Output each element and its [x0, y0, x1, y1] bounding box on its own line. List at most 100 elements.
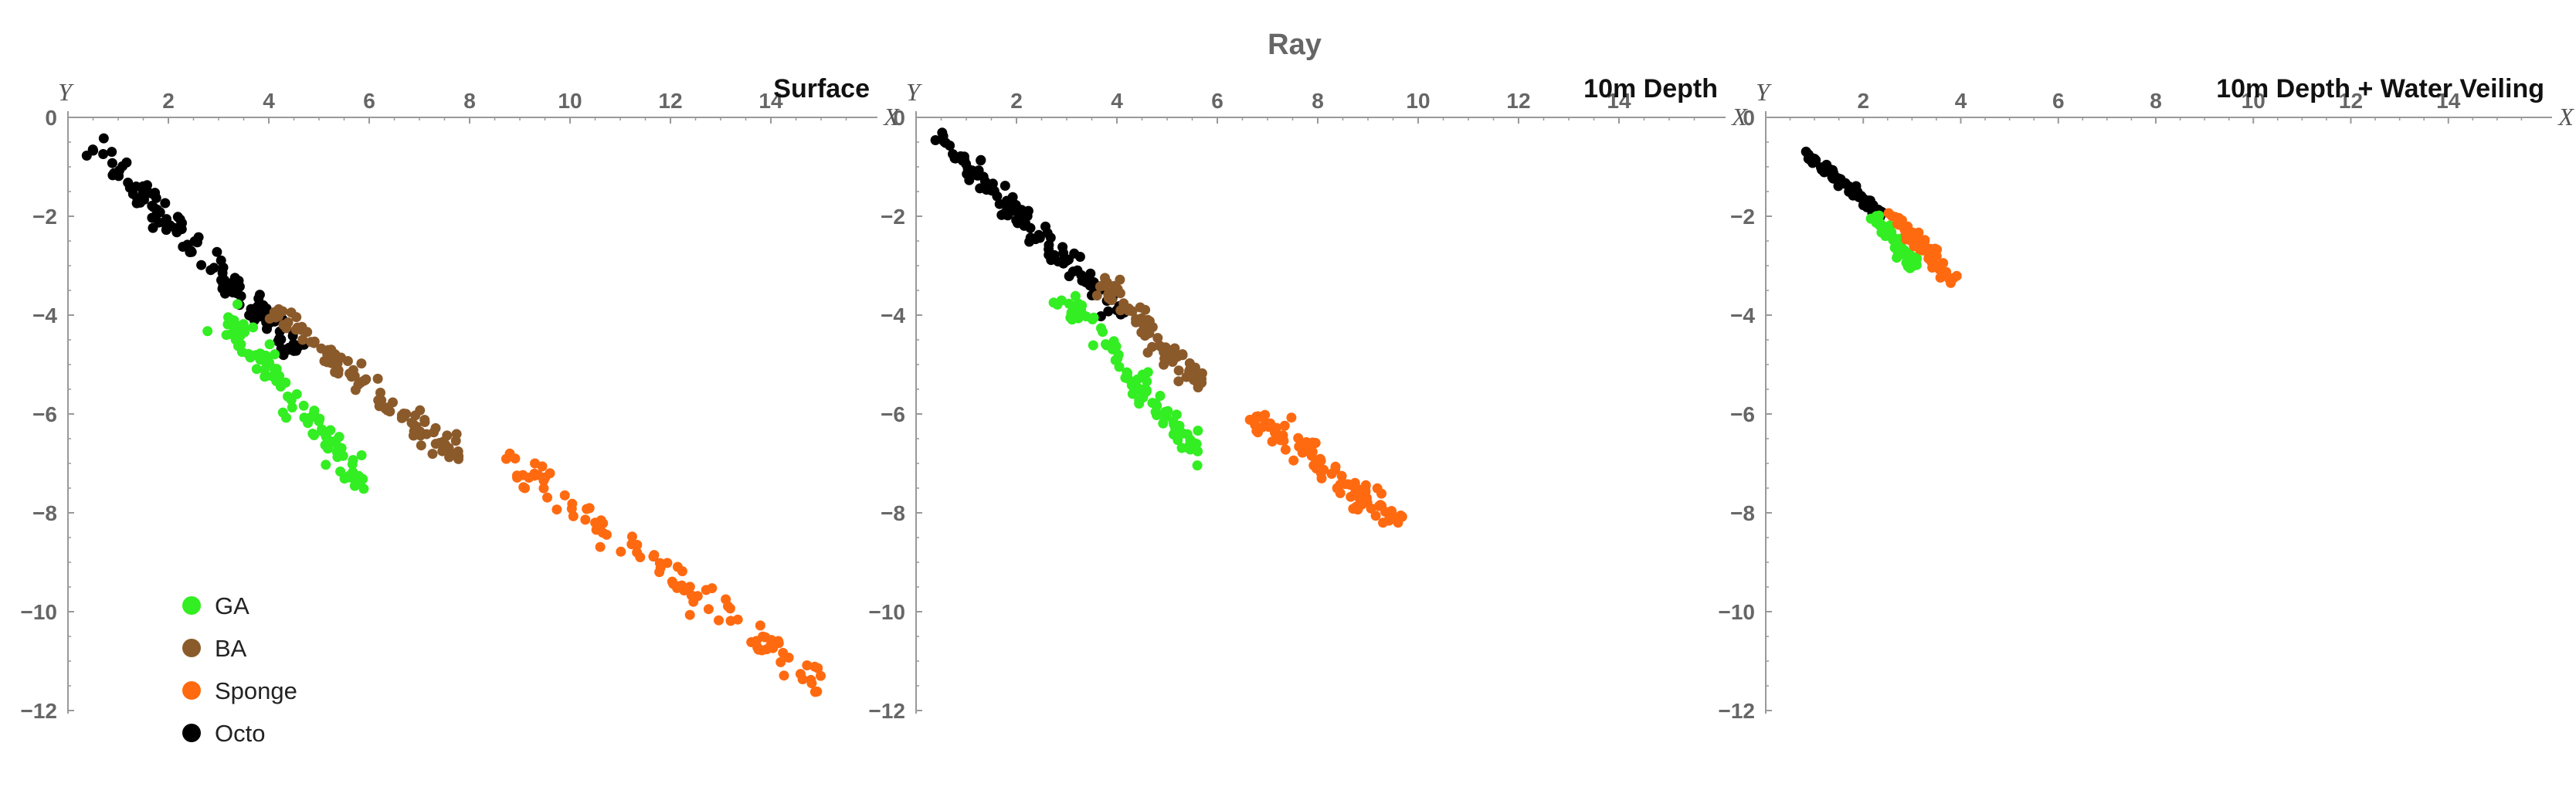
scatter-point: [1196, 368, 1207, 378]
x-tick-label: 12: [2339, 89, 2363, 113]
y-axis-label: Y: [1756, 78, 1772, 106]
scatter-point: [1141, 386, 1152, 397]
scatter-point: [1855, 191, 1865, 202]
scatter-point: [1829, 171, 1840, 181]
scatter-point: [338, 450, 348, 461]
scatter-point: [322, 349, 333, 360]
scatter-point: [150, 188, 161, 198]
scatter-point: [350, 385, 361, 395]
scatter-point: [595, 541, 606, 552]
scatter-point: [1177, 350, 1188, 361]
scatter-point: [1192, 460, 1203, 471]
scatter-point: [1155, 391, 1166, 401]
scatter-point: [1152, 410, 1162, 420]
scatter-point: [1900, 229, 1911, 240]
scatter-point: [186, 246, 197, 257]
scatter-point: [501, 453, 511, 464]
scatter-point: [1315, 453, 1325, 464]
series-sponge: [501, 448, 826, 697]
x-tick-label: 4: [263, 89, 275, 113]
scatter-point: [416, 440, 426, 451]
y-tick-label: −2: [32, 205, 57, 229]
scatter-point: [415, 405, 426, 416]
scatter-point: [307, 429, 318, 439]
scatter-point: [274, 333, 285, 344]
scatter-point: [1315, 468, 1326, 479]
scatter-point: [322, 443, 333, 454]
series-ga: [1865, 210, 1923, 273]
scatter-point: [453, 451, 464, 462]
scatter-point: [510, 453, 521, 464]
scatter-point: [1288, 455, 1299, 466]
scatter-point: [1158, 418, 1169, 429]
scatter-point: [264, 339, 275, 350]
scatter-point: [766, 635, 777, 646]
scatter-point: [1058, 248, 1069, 259]
scatter-point: [132, 193, 143, 204]
legend: GA BA Sponge Octo: [182, 592, 297, 747]
scatter-point: [1951, 270, 1962, 281]
x-tick-label: 2: [1857, 89, 1869, 113]
scatter-point: [813, 663, 823, 673]
scatter-point: [245, 349, 255, 360]
scatter-point: [1173, 365, 1184, 376]
scatter-point: [281, 323, 292, 334]
scatter-point: [375, 388, 385, 398]
scatter-point: [323, 435, 334, 446]
scatter-point: [107, 147, 117, 158]
scatter-point: [1378, 517, 1388, 528]
scatter-point: [297, 321, 307, 332]
scatter-point: [317, 426, 328, 436]
scatter-point: [1123, 373, 1134, 384]
legend-label: Octo: [215, 720, 265, 747]
y-tick-label: −4: [32, 304, 57, 327]
scatter-point: [1191, 439, 1202, 449]
legend-item-octo: Octo: [182, 720, 265, 747]
panel-title: 10m Depth: [1583, 74, 1718, 103]
scatter-point: [626, 531, 637, 542]
y-tick-label: −6: [1730, 402, 1755, 426]
x-tick-label: 6: [2052, 89, 2065, 113]
scatter-point: [746, 637, 757, 647]
scatter-point: [1069, 248, 1080, 259]
scatter-point: [358, 483, 369, 494]
scatter-point: [131, 181, 141, 192]
scatter-point: [755, 620, 765, 631]
scatter-point: [1127, 388, 1138, 399]
scatter-point: [81, 151, 92, 161]
scatter-point: [1868, 200, 1879, 211]
scatter-point: [408, 430, 419, 441]
legend-item-sponge: Sponge: [182, 677, 297, 704]
scatter-point: [1807, 154, 1818, 165]
y-tick-label: −6: [32, 402, 57, 426]
scatter-point: [1946, 277, 1956, 288]
x-axis-label: X: [1730, 103, 1748, 131]
scatter-point: [196, 260, 207, 270]
scatter-point: [992, 191, 1003, 202]
scatter-point: [1376, 488, 1386, 499]
scatter-point: [1142, 348, 1153, 358]
scatter-point: [768, 643, 779, 653]
scatter-point: [334, 432, 344, 443]
scatter-point: [1048, 297, 1059, 308]
scatter-point: [1307, 437, 1318, 448]
scatter-point: [236, 339, 246, 350]
scatter-point: [251, 364, 262, 375]
scatter-point: [1911, 229, 1922, 239]
series-octo: [930, 127, 1129, 321]
scatter-point: [568, 511, 579, 521]
scatter-point: [1293, 433, 1304, 443]
scatter-point: [147, 201, 158, 211]
legend-marker: [182, 596, 201, 615]
scatter-point: [286, 307, 297, 318]
main-title: Ray: [1268, 29, 1322, 61]
y-tick-label: −4: [881, 304, 905, 327]
scatter-point: [444, 448, 455, 459]
series-octo: [81, 133, 309, 361]
scatter-point: [1134, 399, 1145, 409]
scatter-point: [686, 590, 697, 601]
